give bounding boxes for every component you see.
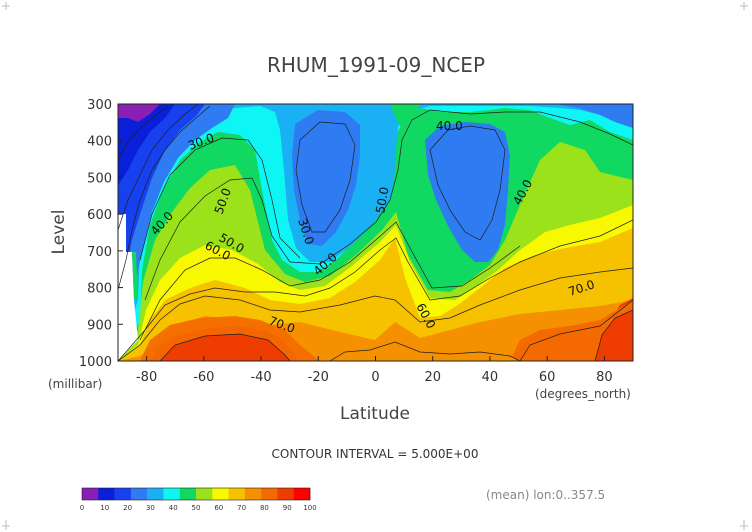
y-axis-units: (millibar): [48, 377, 102, 391]
colorbar-swatch: [163, 488, 181, 500]
fill-blue-patch-center: [292, 110, 360, 246]
colorbar-swatch: [82, 488, 99, 500]
y-tick-label: 400: [87, 135, 112, 150]
fill-purple-corner: [118, 104, 160, 122]
colorbar-swatch: [228, 488, 246, 500]
y-axis-label: Level: [49, 210, 69, 255]
x-axis-label: Latitude: [340, 404, 410, 424]
x-axis: -80 -60 -40 -20 0 20 40 60 80: [136, 356, 613, 385]
colorbar-swatch: [98, 488, 115, 500]
fill-darkblue-topleft: [118, 104, 205, 290]
colorbar-label: 90: [283, 504, 292, 512]
x-tick-label: -20: [308, 370, 329, 385]
fill-green-top-center: [390, 104, 420, 130]
colorbar-swatch: [179, 488, 197, 500]
chart-title: RHUM_1991-09_NCEP: [267, 53, 485, 77]
colorbar-label: 60: [214, 504, 223, 512]
colorbar: 0 10 20 30 40 50 60 70 80 90 100: [80, 487, 317, 512]
x-tick-label: -80: [136, 370, 157, 385]
fill-red-right-core: [595, 310, 633, 361]
colorbar-frame: [81, 487, 311, 501]
y-axis: 300 400 500 600 700 800 900 1000: [79, 98, 123, 370]
colorbar-swatch: [147, 488, 164, 500]
fill-navy-topleft: [118, 104, 175, 185]
colorbar-label: 100: [303, 504, 316, 512]
y-tick-label: 700: [87, 245, 112, 260]
contour-lines: [118, 104, 633, 361]
y-tick-label: 800: [87, 282, 112, 297]
colorbar-label: 30: [146, 504, 155, 512]
y-tick-label: 1000: [79, 355, 112, 370]
colorbar-label: 50: [192, 504, 201, 512]
colorbar-swatch: [130, 488, 148, 500]
fill-orange-bottom-mid: [330, 340, 520, 361]
fill-red-left-core: [160, 334, 290, 361]
colorbar-swatch: [261, 488, 278, 500]
colorbar-swatch: [114, 488, 132, 500]
x-tick-label: -40: [250, 370, 271, 385]
colorbar-swatch: [244, 488, 262, 500]
fill-blue-topright: [555, 104, 633, 128]
y-tick-label: 300: [87, 98, 112, 113]
contour-interval-text: CONTOUR INTERVAL = 5.000E+00: [272, 447, 479, 461]
contour-label: 40.0: [436, 119, 463, 133]
plot-area: 30.0 40.0 50.0 40.0 30.0 40.0 50.0 40.0 …: [118, 104, 633, 361]
x-tick-label: 40: [482, 370, 499, 385]
x-tick-label: 60: [539, 370, 556, 385]
y-tick-label: 500: [87, 171, 112, 186]
x-tick-label: 20: [424, 370, 441, 385]
x-tick-label: -60: [193, 370, 214, 385]
colorbar-swatch: [277, 488, 295, 500]
colorbar-label: 70: [237, 504, 246, 512]
y-tick-label: 600: [87, 208, 112, 223]
colorbar-label: 80: [260, 504, 269, 512]
fill-blue-patch-right: [425, 122, 510, 262]
colorbar-label: 10: [100, 504, 109, 512]
colorbar-label: 20: [123, 504, 132, 512]
colorbar-swatch: [212, 488, 229, 500]
colorbar-swatch: [196, 488, 213, 500]
colorbar-label: 40: [169, 504, 178, 512]
y-tick-label: 900: [87, 318, 112, 333]
x-tick-label: 80: [596, 370, 613, 385]
colorbar-swatch: [293, 488, 311, 500]
x-axis-units: (degrees_north): [535, 387, 631, 401]
footnote: (mean) lon:0..357.5: [486, 488, 605, 502]
x-tick-label: 0: [371, 370, 379, 385]
colorbar-label: 0: [80, 504, 84, 512]
contour-label: 50.0: [373, 186, 391, 215]
fill-green-left-strip: [132, 252, 138, 300]
